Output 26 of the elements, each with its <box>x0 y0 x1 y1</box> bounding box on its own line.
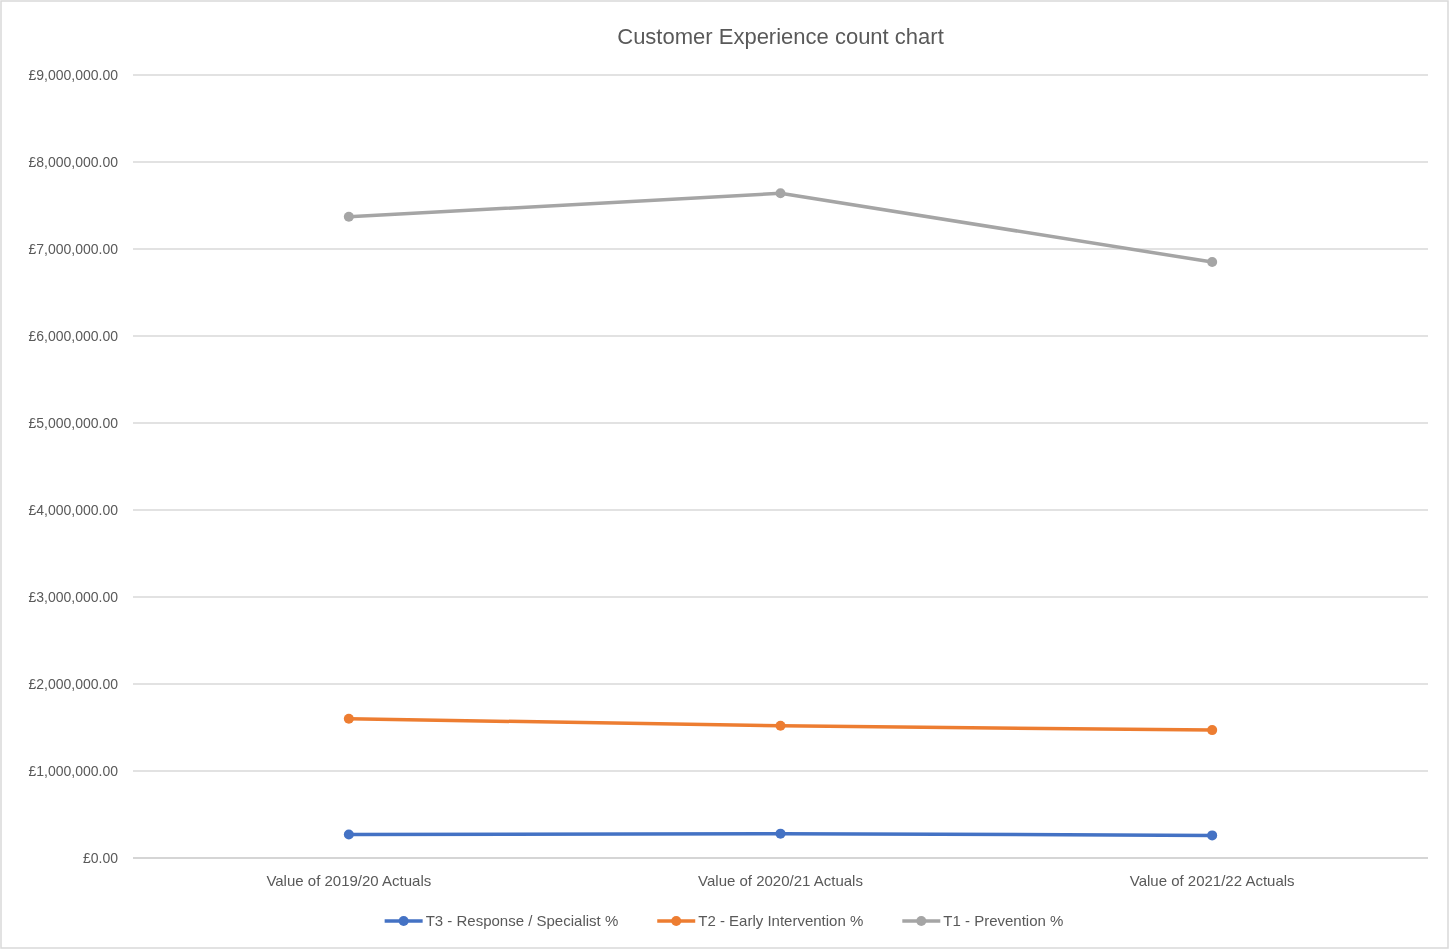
legend-label: T1 - Prevention % <box>943 912 1064 930</box>
y-tick-label: £3,000,000.00 <box>28 588 119 605</box>
y-tick-label: £7,000,000.00 <box>28 240 119 257</box>
x-tick-label: Value of 2020/21 Actuals <box>698 872 863 890</box>
y-tick-label: £9,000,000.00 <box>28 66 119 83</box>
y-tick-label: £2,000,000.00 <box>28 675 119 692</box>
y-tick-label: £4,000,000.00 <box>28 501 119 518</box>
legend-label: T3 - Response / Specialist % <box>425 912 619 930</box>
point <box>775 720 786 731</box>
y-tick-label: £8,000,000.00 <box>28 153 119 170</box>
point <box>1207 830 1218 841</box>
y-tick-label: £5,000,000.00 <box>28 414 119 431</box>
legend-label: T2 - Early Intervention % <box>698 912 864 930</box>
point <box>343 829 354 840</box>
point <box>343 211 354 222</box>
point <box>775 828 786 839</box>
point <box>343 713 354 724</box>
chart-title: Customer Experience count chart <box>617 23 944 49</box>
y-tick-label: £1,000,000.00 <box>28 762 119 779</box>
point <box>1207 725 1218 736</box>
y-tick-label: £6,000,000.00 <box>28 327 119 344</box>
point <box>775 188 786 199</box>
point <box>1207 257 1218 268</box>
x-tick-label: Value of 2019/20 Actuals <box>266 872 432 890</box>
x-tick-label: Value of 2021/22 Actuals <box>1129 872 1295 890</box>
y-tick-label: £0.00 <box>82 849 119 866</box>
